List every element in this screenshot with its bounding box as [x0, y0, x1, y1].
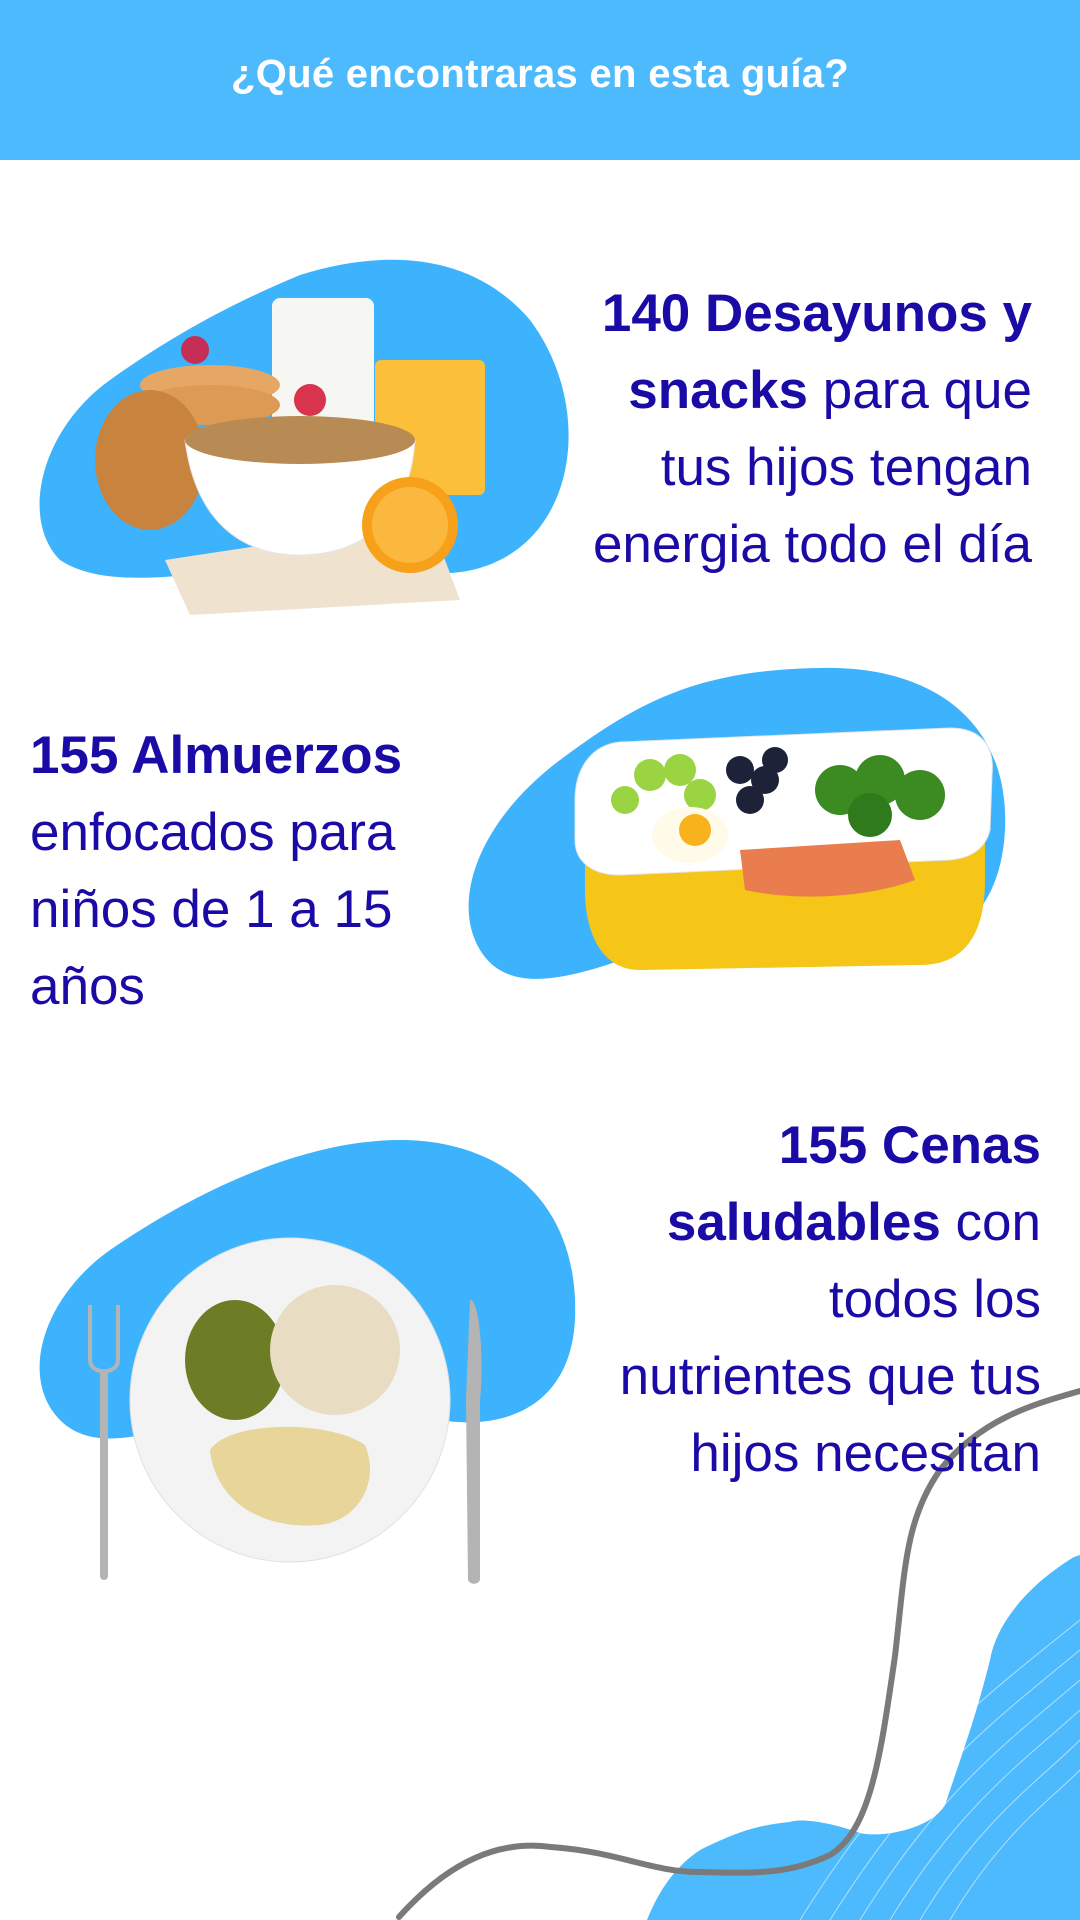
- gray-curve: [396, 1388, 1080, 1920]
- lunchbox-food-photo: [574, 727, 993, 970]
- text-line: energia todo el día: [592, 515, 1032, 574]
- text-line: enfocados para: [30, 803, 396, 862]
- text-line: 155 Almuerzos: [30, 726, 403, 785]
- header-banner: ¿Qué encontraras en esta guía?: [0, 0, 1080, 160]
- text-line: niños de 1 a 15: [30, 880, 393, 939]
- section-dinners-text: 155 Cenas saludables con todos los nutri…: [620, 1107, 1041, 1492]
- text-line: todos los: [828, 1270, 1041, 1329]
- text-line: snacks para que: [628, 361, 1032, 420]
- text-line: hijos necesitan: [690, 1424, 1041, 1483]
- section-lunches-text: 155 Almuerzos enfocados para niños de 1 …: [30, 717, 402, 1025]
- text-line: 155 Cenas: [778, 1116, 1041, 1175]
- text-line: 140 Desayunos y: [601, 284, 1032, 343]
- breakfast-food-photo: [95, 298, 485, 615]
- text-line: saludables con: [666, 1193, 1041, 1252]
- hatch-lines: [799, 1619, 1080, 1920]
- dinner-plate-photo: [88, 1237, 482, 1584]
- text-line: tus hijos tengan: [660, 438, 1032, 497]
- blue-blob-corner: [647, 1555, 1080, 1920]
- text-line: años: [30, 957, 145, 1016]
- page-title: ¿Qué encontraras en esta guía?: [230, 52, 850, 96]
- section-breakfasts-text: 140 Desayunos y snacks para que tus hijo…: [593, 275, 1032, 583]
- text-line: nutrientes que tus: [619, 1347, 1041, 1406]
